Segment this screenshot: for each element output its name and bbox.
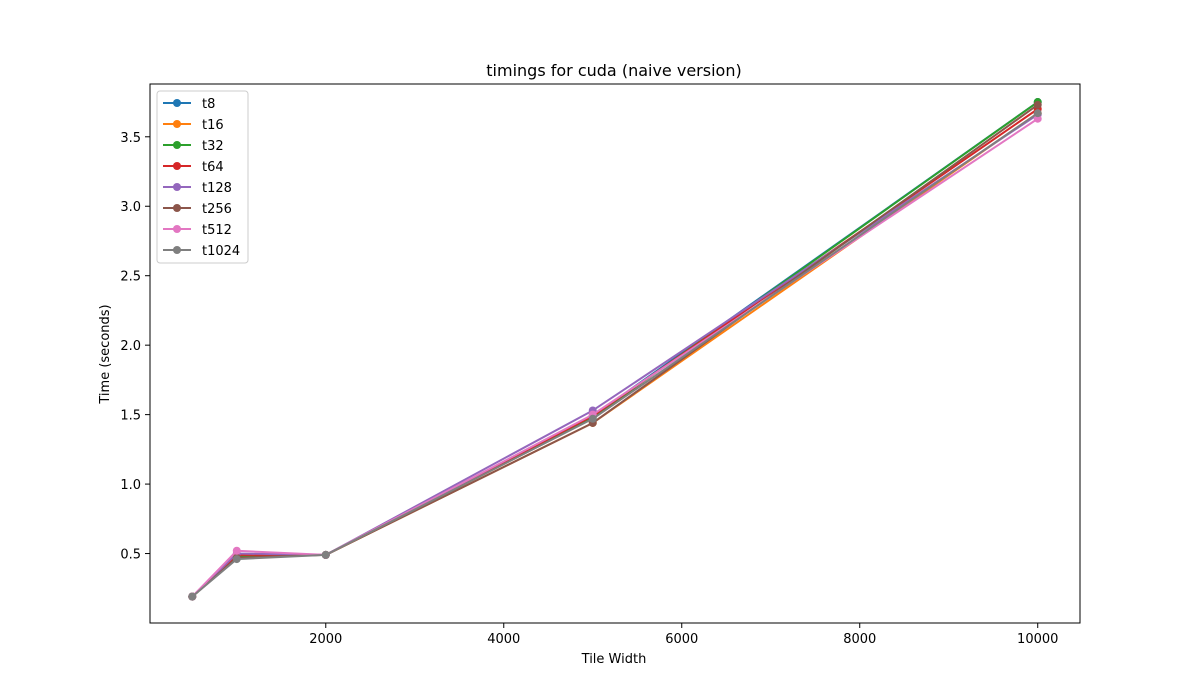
legend-box xyxy=(156,90,249,264)
legend-entry-t8: t8 xyxy=(163,97,215,112)
legend-entry-t32: t32 xyxy=(163,139,224,154)
legend-label: t16 xyxy=(202,118,224,133)
legend-entry-t512: t512 xyxy=(163,223,232,238)
y-tick-label: 0.5 xyxy=(120,548,141,563)
data-point-t512 xyxy=(232,546,241,555)
legend: t8 t16 t32 t64 t128 t256 t512 t1024 xyxy=(156,90,249,264)
x-axis-label: Tile Width xyxy=(581,652,647,667)
x-tick-label: 10000 xyxy=(1017,632,1058,647)
data-point-t1024 xyxy=(588,414,597,423)
legend-marker xyxy=(173,162,181,170)
plot-area xyxy=(150,84,1080,623)
legend-label: t1024 xyxy=(202,244,240,259)
y-axis: 0.5 1.0 1.5 2.0 2.5 3.0 3.5 xyxy=(120,131,150,563)
legend-entry-t16: t16 xyxy=(163,118,224,133)
chart-title: timings for cuda (naive version) xyxy=(486,61,741,80)
legend-marker xyxy=(173,120,181,128)
x-tick-label: 2000 xyxy=(309,632,342,647)
y-tick-label: 2.5 xyxy=(120,270,141,285)
legend-entry-t1024: t1024 xyxy=(163,244,240,259)
y-tick-label: 3.5 xyxy=(120,131,141,146)
legend-entry-t128: t128 xyxy=(163,181,232,196)
legend-marker xyxy=(173,183,181,191)
series-t1024 xyxy=(188,109,1042,601)
data-point-t1024 xyxy=(188,592,197,601)
plot-frame xyxy=(149,83,1081,624)
x-axis: 2000 4000 6000 8000 10000 xyxy=(309,623,1058,647)
y-axis-label: Time (seconds) xyxy=(98,304,113,404)
legend-entry-t256: t256 xyxy=(163,202,232,217)
legend-entry-t64: t64 xyxy=(163,160,224,175)
data-point-t256 xyxy=(1033,100,1042,109)
legend-label: t512 xyxy=(202,223,232,238)
y-tick-label: 3.0 xyxy=(120,200,141,215)
legend-label: t64 xyxy=(202,160,224,175)
x-tick-label: 8000 xyxy=(843,632,876,647)
y-tick-label: 1.5 xyxy=(120,409,141,424)
series-layer xyxy=(188,98,1042,601)
legend-marker xyxy=(173,246,181,254)
y-tick-label: 1.0 xyxy=(120,478,141,493)
legend-marker xyxy=(173,99,181,107)
legend-marker xyxy=(173,204,181,212)
legend-label: t256 xyxy=(202,202,232,217)
data-point-t1024 xyxy=(232,555,241,564)
x-tick-label: 4000 xyxy=(487,632,520,647)
data-point-t1024 xyxy=(321,550,330,559)
y-tick-label: 2.0 xyxy=(120,339,141,354)
legend-label: t8 xyxy=(202,97,215,112)
legend-marker xyxy=(173,225,181,233)
x-tick-label: 6000 xyxy=(665,632,698,647)
data-point-t512 xyxy=(1033,114,1042,123)
legend-label: t128 xyxy=(202,181,232,196)
legend-label: t32 xyxy=(202,139,224,154)
legend-marker xyxy=(173,141,181,149)
data-point-t1024 xyxy=(1033,109,1042,118)
